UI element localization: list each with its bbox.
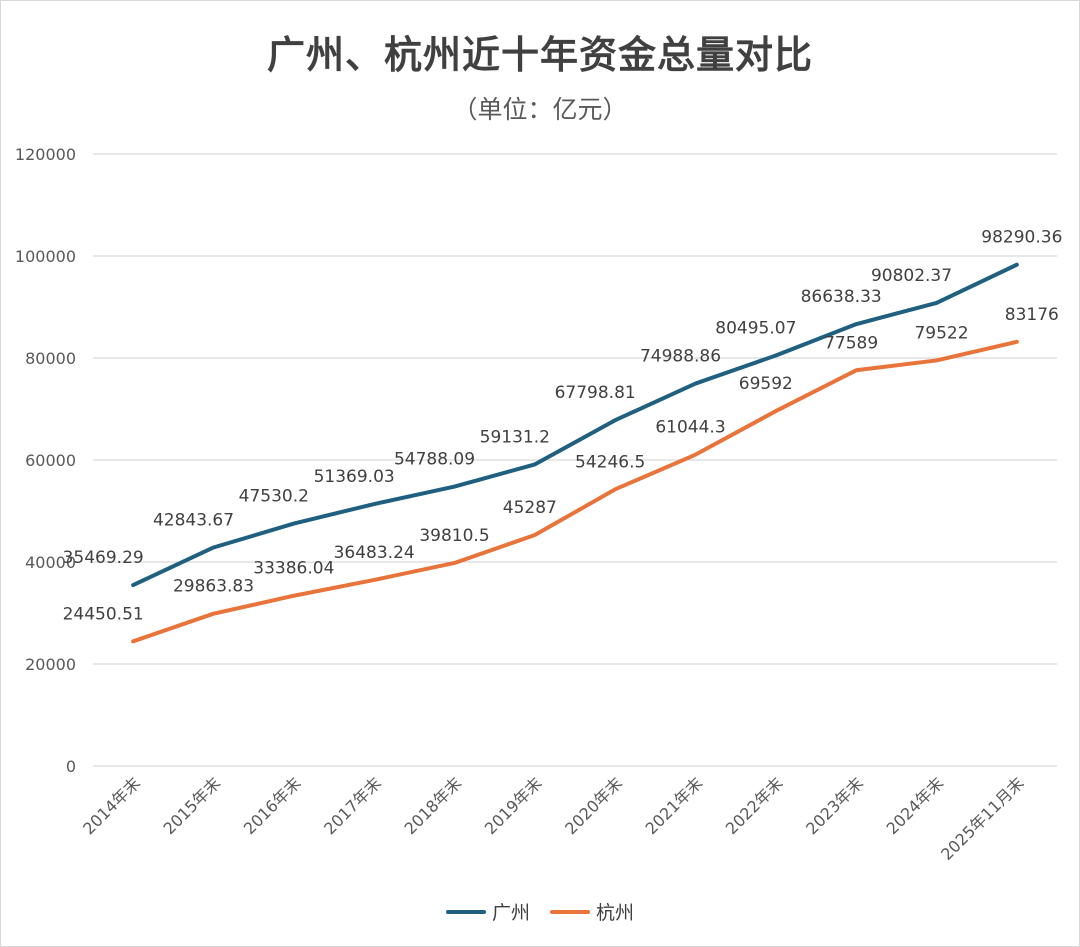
data-label-0-2: 47530.2 (239, 487, 309, 507)
x-tick-label-5: 2019年末 (481, 773, 546, 838)
data-label-0-3: 51369.03 (314, 467, 395, 487)
data-label-1-4: 39810.5 (419, 526, 489, 546)
legend-swatch-guangzhou (445, 909, 486, 914)
data-label-1-5: 45287 (503, 498, 557, 518)
data-label-0-6: 67798.81 (555, 383, 636, 403)
legend-item-hangzhou: 杭州 (550, 898, 634, 925)
data-label-0-4: 54788.09 (394, 450, 475, 470)
data-label-0-8: 80495.07 (715, 318, 796, 338)
chart-legend: 广州 杭州 (0, 898, 1080, 925)
legend-label-guangzhou: 广州 (491, 902, 530, 924)
x-tick-label-9: 2023年末 (802, 773, 867, 838)
data-label-1-10: 79522 (914, 323, 968, 343)
x-tick-label-8: 2022年末 (722, 773, 787, 838)
data-label-1-7: 61044.3 (655, 418, 725, 438)
series-line-0 (131, 262, 1019, 588)
y-tick-label-80000: 80000 (25, 349, 76, 368)
data-label-1-2: 33386.04 (253, 559, 334, 579)
chart-title: 广州、杭州近十年资金总量对比 (266, 33, 813, 77)
x-tick-label-1: 2015年末 (159, 773, 224, 838)
data-label-0-11: 98290.36 (981, 228, 1062, 248)
x-tick-label-10: 2024年末 (882, 773, 947, 838)
data-label-0-7: 74988.86 (640, 347, 721, 367)
data-label-1-8: 69592 (739, 374, 793, 394)
data-label-0-10: 90802.37 (871, 266, 952, 286)
y-tick-label-20000: 20000 (25, 655, 76, 674)
data-label-1-1: 29863.83 (173, 577, 254, 597)
data-label-1-3: 36483.24 (334, 543, 415, 563)
y-tick-label-100000: 100000 (15, 247, 76, 266)
data-label-0-1: 42843.67 (153, 510, 234, 530)
data-label-0-5: 59131.2 (480, 427, 550, 447)
x-tick-label-2: 2016年末 (240, 773, 305, 838)
x-tick-label-3: 2017年末 (320, 773, 385, 838)
x-tick-label-0: 2014年末 (79, 773, 144, 838)
legend-item-guangzhou: 广州 (445, 898, 530, 925)
chart-subtitle: （单位：亿元） (452, 95, 628, 124)
y-tick-label-40000: 40000 (25, 553, 76, 572)
x-tick-label-11: 2025年11月末 (937, 773, 1028, 864)
series-line-1 (131, 339, 1019, 644)
y-tick-label-0: 0 (66, 757, 76, 776)
legend-label-hangzhou: 杭州 (596, 902, 635, 924)
data-label-1-11: 83176 (1005, 305, 1059, 325)
x-tick-label-6: 2020年末 (561, 773, 626, 838)
data-label-1-0: 24450.51 (63, 604, 144, 624)
y-tick-label-60000: 60000 (25, 451, 76, 470)
data-label-0-0: 35469.29 (63, 548, 144, 568)
y-tick-label-120000: 120000 (15, 145, 76, 164)
x-tick-label-4: 2018年末 (400, 773, 465, 838)
data-label-0-9: 86638.33 (801, 287, 882, 307)
data-label-1-6: 54246.5 (575, 452, 645, 472)
x-tick-label-7: 2021年末 (641, 773, 706, 838)
data-label-1-9: 77589 (824, 333, 878, 353)
legend-swatch-hangzhou (550, 909, 590, 914)
